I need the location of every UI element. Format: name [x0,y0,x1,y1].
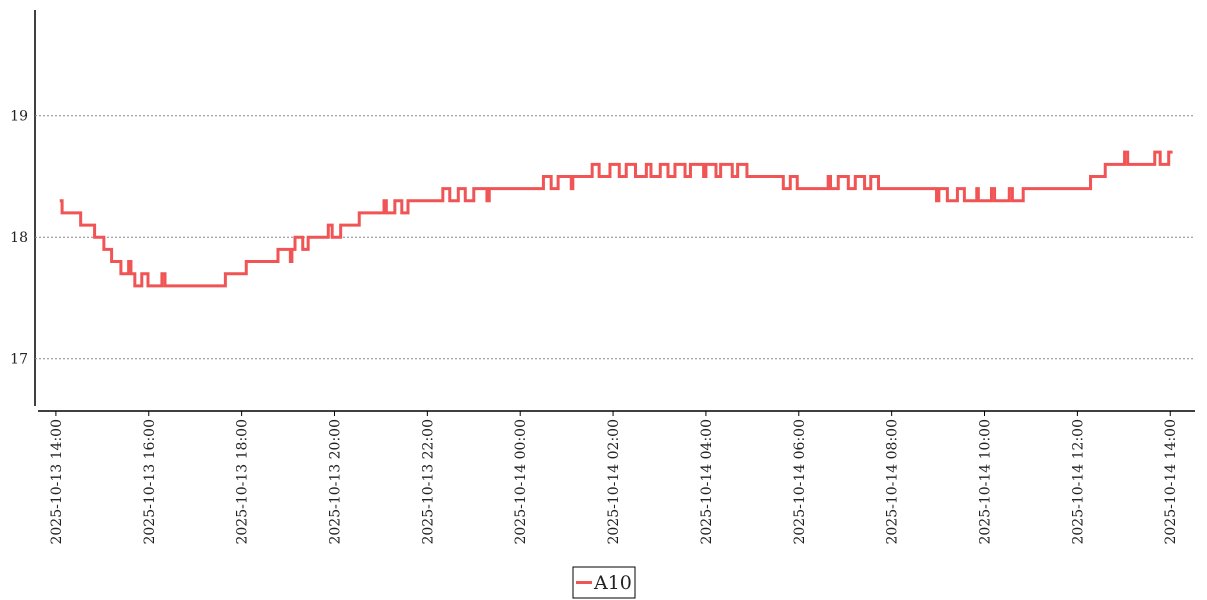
x-tick-label: 2025-10-14 14:00 [1163,419,1179,545]
legend-label: A10 [593,572,632,594]
x-tick-label: 2025-10-14 06:00 [792,419,808,545]
x-tick-label: 2025-10-13 14:00 [49,419,65,545]
y-tick-label: 19 [10,109,28,125]
legend: A10 [572,566,636,599]
x-tick-label: 2025-10-13 16:00 [142,419,158,545]
x-tick-label: 2025-10-13 20:00 [327,419,343,545]
x-tick-label: 2025-10-14 04:00 [699,419,715,545]
x-tick-label: 2025-10-14 02:00 [606,419,622,545]
data-line [59,150,1173,288]
x-tick-label: 2025-10-14 00:00 [513,419,529,545]
x-tick-label: 2025-10-13 18:00 [235,419,251,545]
x-tick-label: 2025-10-14 10:00 [978,419,994,545]
x-tick-label: 2025-10-14 08:00 [885,419,901,545]
y-tick-label: 17 [10,352,28,368]
y-tick-label: 18 [10,230,28,246]
x-tick-label: 2025-10-13 22:00 [420,419,436,545]
x-tick-label: 2025-10-14 12:00 [1070,419,1086,545]
